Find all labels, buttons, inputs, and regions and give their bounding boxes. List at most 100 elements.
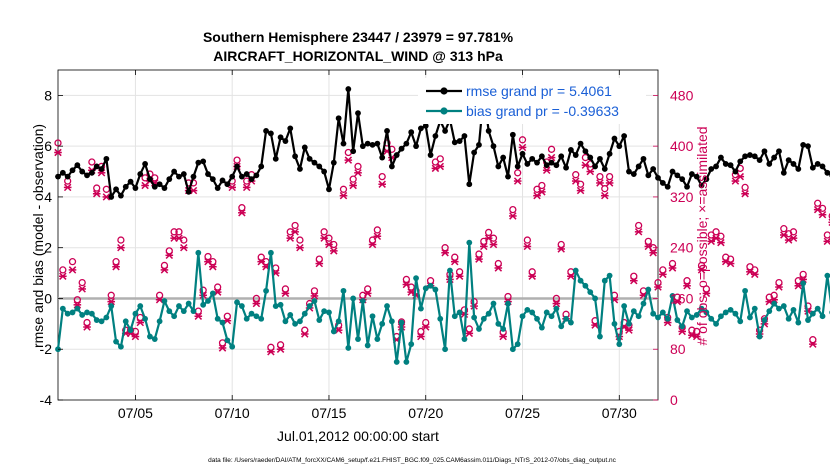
bias-point <box>780 303 787 309</box>
bias-point <box>456 309 463 316</box>
obs-possible-marker <box>605 172 614 181</box>
rmse-point <box>103 155 110 162</box>
rmse-point <box>500 154 507 161</box>
rmse-point <box>171 168 178 175</box>
obs-possible-marker <box>165 247 173 255</box>
rmse-point <box>505 173 511 180</box>
obs-possible-marker <box>320 228 328 236</box>
rmse-point <box>388 163 395 170</box>
obs-assimilated-marker <box>131 332 140 341</box>
bias-point <box>505 300 511 307</box>
rmse-point <box>408 129 415 136</box>
obs-possible-marker <box>514 169 522 177</box>
bias-point <box>151 336 158 342</box>
obs-possible-marker <box>528 268 536 276</box>
x-axis-label: Jul.01,2012 00:00:00 start <box>277 428 439 444</box>
rmse-point <box>785 157 792 164</box>
obs-assimilated-marker <box>344 156 353 164</box>
obs-assimilated-marker <box>644 242 653 251</box>
rmse-point <box>635 163 642 170</box>
plot-frame <box>57 69 659 401</box>
obs-assimilated-marker <box>238 209 246 217</box>
bias-point <box>766 308 773 315</box>
obs-possible-marker <box>364 285 372 293</box>
bias-point <box>132 310 139 317</box>
rmse-point <box>572 152 579 158</box>
rmse-point <box>161 185 168 191</box>
rmse-point <box>621 133 628 139</box>
rmse-point <box>519 150 526 157</box>
rmse-point <box>374 140 381 147</box>
bias-point <box>751 305 758 312</box>
rmse-point <box>108 194 115 200</box>
obs-assimilated-marker <box>678 327 686 336</box>
obs-possible-marker <box>402 275 411 284</box>
rmse-point <box>427 152 434 158</box>
rmse-point <box>156 181 163 188</box>
bias-point <box>263 287 269 294</box>
bias-point <box>379 320 386 327</box>
obs-assimilated-marker <box>649 249 657 257</box>
bias-point <box>384 303 390 309</box>
rmse-point <box>476 141 482 148</box>
bias-point <box>529 309 536 316</box>
bias-point <box>142 315 148 322</box>
obs-assimilated-marker <box>455 272 464 280</box>
bias-point <box>548 313 555 320</box>
bias-point <box>640 300 647 307</box>
bias-point <box>698 305 705 312</box>
bias-point <box>543 309 550 316</box>
rmse-point <box>297 166 303 172</box>
obs-assimilated-marker <box>494 264 503 272</box>
rmse-point <box>684 183 690 190</box>
rmse-point <box>805 143 811 150</box>
bias-point <box>427 282 434 289</box>
rmse-point <box>84 172 90 179</box>
rmse-point <box>422 122 429 129</box>
chart-title-line1: Southern Hemisphere 23447 / 23979 = 97.7… <box>203 29 514 45</box>
bias-point <box>664 315 671 322</box>
rmse-point <box>64 173 71 180</box>
x-tick-label: 07/10 <box>215 405 250 421</box>
obs-assimilated-marker <box>741 190 749 198</box>
rmse-point <box>176 173 182 180</box>
obs-possible-marker <box>373 226 382 234</box>
obs-possible-marker <box>780 225 788 233</box>
rmse-point <box>127 178 134 185</box>
bias-point <box>795 319 802 326</box>
obs-assimilated-marker <box>552 299 561 308</box>
obs-possible-marker <box>601 185 609 193</box>
rmse-point <box>326 186 332 193</box>
bias-point <box>335 318 342 325</box>
rmse-point <box>650 166 657 172</box>
legend-box <box>418 78 646 124</box>
rmse-point <box>229 173 236 180</box>
rmse-point <box>292 153 298 160</box>
bias-point <box>340 287 347 294</box>
obs-assimilated-marker <box>136 318 145 327</box>
bias-point <box>219 319 226 326</box>
bias-point <box>524 306 531 313</box>
rmse-point <box>147 176 153 183</box>
rmse-point <box>509 131 516 138</box>
rmse-point <box>272 155 279 162</box>
obs-possible-marker <box>107 291 115 299</box>
bias-point <box>630 308 637 315</box>
obs-possible-marker <box>518 136 527 144</box>
rmse-point <box>708 166 715 172</box>
obs-possible-marker <box>175 228 183 236</box>
axes-layer: 07/05 07/10 07/15 07/20 07/25 07/30-4-2024680… <box>40 70 694 421</box>
rmse-point <box>234 163 240 170</box>
bias-point <box>626 320 632 327</box>
bias-point <box>205 298 211 304</box>
obs-assimilated-marker <box>557 245 566 253</box>
obs-assimilated-marker <box>659 270 667 279</box>
rmse-point <box>214 185 221 191</box>
rmse-point <box>688 171 695 177</box>
rmse-point <box>200 158 207 165</box>
bias-point <box>398 319 405 326</box>
obs-assimilated-marker <box>286 234 295 242</box>
rmse-point <box>771 154 778 161</box>
obs-assimilated-marker <box>368 240 377 249</box>
bias-point <box>272 303 279 309</box>
